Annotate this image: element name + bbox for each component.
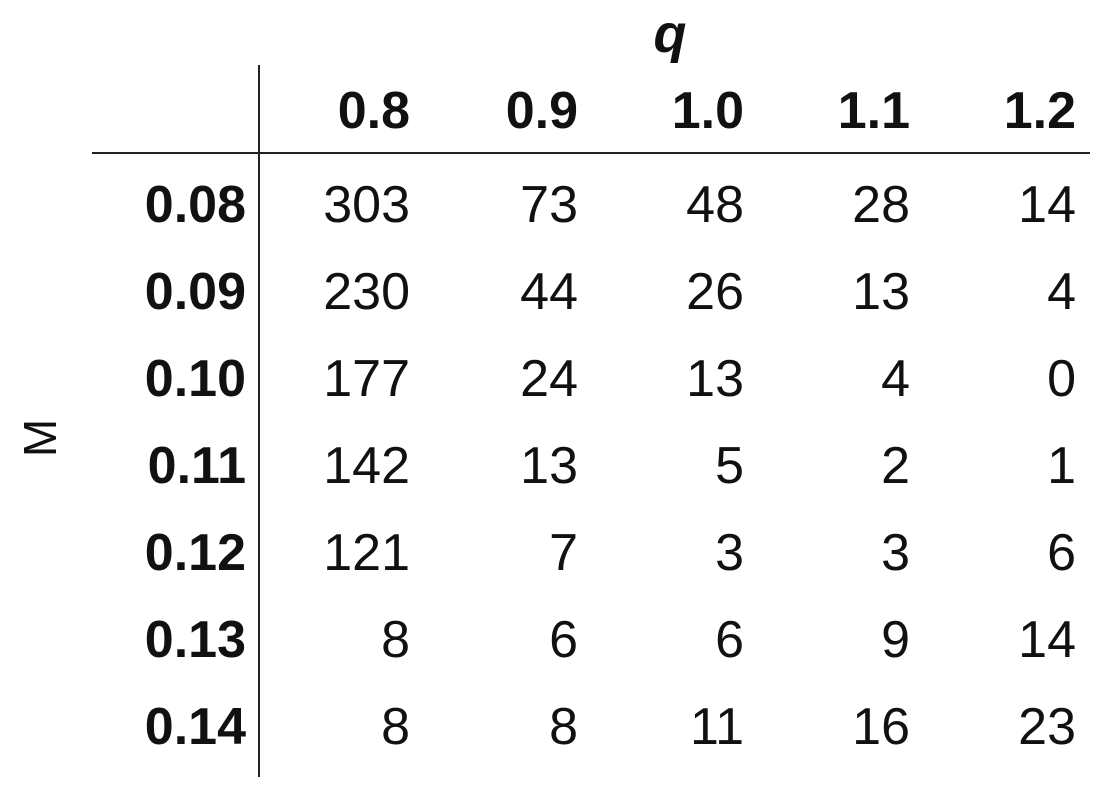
table-cell: 73 <box>520 176 578 234</box>
table-cell: 303 <box>323 176 410 234</box>
table-cell: 6 <box>715 611 744 669</box>
table-cell: 48 <box>686 176 744 234</box>
column-header: 1.1 <box>837 82 910 140</box>
column-header: 1.0 <box>671 82 744 140</box>
table-cell: 9 <box>881 611 910 669</box>
table-cell: 0 <box>1047 350 1076 408</box>
table-cell: 1 <box>1047 437 1076 495</box>
table-cell: 142 <box>323 437 410 495</box>
table-cell: 8 <box>381 611 410 669</box>
table-cell: 26 <box>686 263 744 321</box>
column-header: 0.8 <box>337 82 410 140</box>
table-cell: 13 <box>686 350 744 408</box>
table-cell: 28 <box>852 176 910 234</box>
table-cell: 8 <box>549 698 578 756</box>
table-cell: 13 <box>852 263 910 321</box>
vertical-divider <box>258 65 260 777</box>
table-cell: 11 <box>690 698 744 756</box>
table-cell: 3 <box>881 524 910 582</box>
table-cell: 6 <box>549 611 578 669</box>
table-cell: 8 <box>381 698 410 756</box>
table-cell: 5 <box>715 437 744 495</box>
row-header: 0.13 <box>144 611 246 669</box>
row-header: 0.14 <box>144 698 246 756</box>
table-cell: 23 <box>1018 698 1076 756</box>
table-cell: 121 <box>323 524 410 582</box>
table-cell: 230 <box>323 263 410 321</box>
table-cell: 44 <box>520 263 578 321</box>
table-cell: 4 <box>881 350 910 408</box>
row-axis-label: M <box>14 418 66 458</box>
row-header: 0.10 <box>144 350 246 408</box>
row-header: 0.08 <box>144 176 246 234</box>
table-cell: 7 <box>549 524 578 582</box>
table-cell: 14 <box>1018 176 1076 234</box>
table-cell: 16 <box>852 698 910 756</box>
column-axis-label: q <box>653 4 687 64</box>
row-header: 0.09 <box>144 263 246 321</box>
table-cell: 4 <box>1047 263 1076 321</box>
table-cell: 14 <box>1018 611 1076 669</box>
row-header: 0.12 <box>144 524 246 582</box>
column-header: 0.9 <box>505 82 578 140</box>
table-cell: 2 <box>881 437 910 495</box>
table-cell: 177 <box>323 350 410 408</box>
horizontal-divider <box>92 152 1090 154</box>
table-cell: 24 <box>520 350 578 408</box>
column-header: 1.2 <box>1003 82 1076 140</box>
table-cell: 3 <box>715 524 744 582</box>
row-header: 0.11 <box>147 437 246 495</box>
table-cell: 6 <box>1047 524 1076 582</box>
table-cell: 13 <box>520 437 578 495</box>
